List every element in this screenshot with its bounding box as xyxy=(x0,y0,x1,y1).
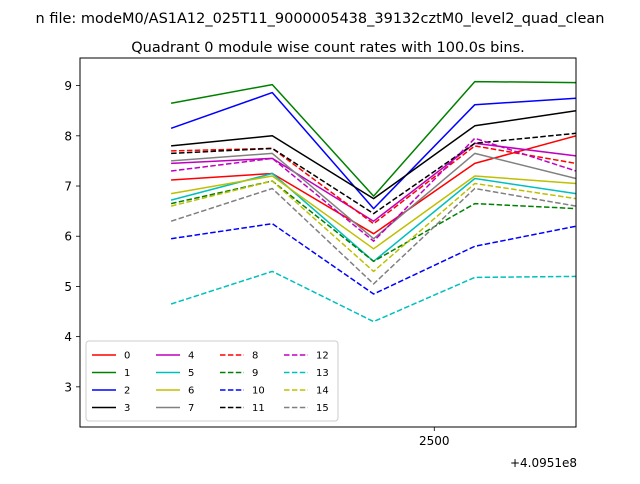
series-line-12 xyxy=(171,137,576,242)
legend-label-14: 14 xyxy=(316,386,329,397)
series-line-7 xyxy=(171,152,576,240)
legend-label-7: 7 xyxy=(188,403,194,414)
series-line-8 xyxy=(171,145,576,225)
legend-box xyxy=(85,340,339,422)
axes-layer: 250030003500400045003456789 xyxy=(64,79,450,448)
series-line-2 xyxy=(170,91,576,210)
legend-label-9: 9 xyxy=(252,368,258,379)
series-line-9 xyxy=(170,180,576,263)
legend-label-0: 0 xyxy=(124,351,130,362)
series-line-1 xyxy=(170,80,576,197)
y-tick-label: 9 xyxy=(64,79,72,93)
x-offset-label: +4.0951e8 xyxy=(510,456,577,470)
y-tick-label: 4 xyxy=(64,330,72,344)
legend-label-5: 5 xyxy=(188,368,194,379)
series-line-0 xyxy=(171,135,576,235)
legend-label-11: 11 xyxy=(252,403,265,414)
chart-title: Quadrant 0 module wise count rates with … xyxy=(131,40,525,56)
legend-label-13: 13 xyxy=(316,368,329,379)
series-line-13 xyxy=(170,270,576,323)
y-tick-label: 8 xyxy=(64,129,72,143)
y-tick-label: 6 xyxy=(64,230,72,244)
series-line-10 xyxy=(170,222,576,295)
y-tick-label: 5 xyxy=(64,280,72,294)
series-line-5 xyxy=(170,172,576,263)
series-line-14 xyxy=(170,180,576,273)
legend-label-10: 10 xyxy=(252,386,265,397)
legend-label-3: 3 xyxy=(124,403,130,414)
plot-frame xyxy=(79,57,577,428)
series-line-11 xyxy=(171,132,576,215)
legend-label-1: 1 xyxy=(124,368,130,379)
legend-label-2: 2 xyxy=(124,386,130,397)
y-tick-label: 7 xyxy=(64,180,72,194)
legend-label-12: 12 xyxy=(316,351,329,362)
legend-label-4: 4 xyxy=(188,351,194,362)
legend-label-6: 6 xyxy=(188,386,194,397)
y-tick-label: 3 xyxy=(64,380,72,394)
legend-label-8: 8 xyxy=(252,351,258,362)
series-layer xyxy=(170,80,576,323)
series-line-3 xyxy=(171,109,576,200)
figure-suptitle: n file: modeM0/AS1A12_025T11_9000005438_… xyxy=(36,11,605,27)
series-line-4 xyxy=(171,142,576,222)
series-line-6 xyxy=(170,175,576,250)
x-tick-label: 2500 xyxy=(419,434,450,448)
series-line-15 xyxy=(170,187,576,285)
legend-label-15: 15 xyxy=(316,403,329,414)
